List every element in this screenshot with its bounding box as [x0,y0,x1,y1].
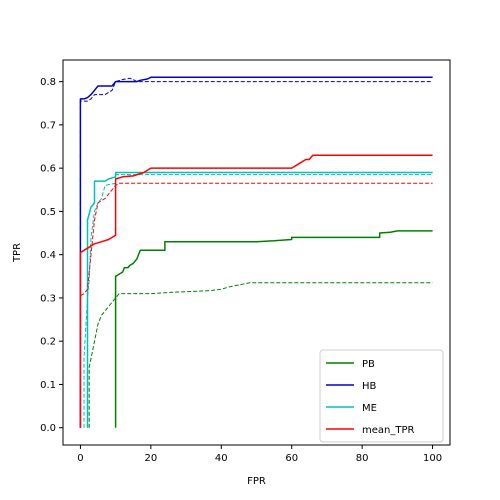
series-line-hb-dashed [79,77,433,428]
y-tick-label: 0.6 [40,164,56,175]
x-tick-label: 100 [423,453,442,464]
y-tick-label: 0.5 [40,207,56,218]
y-tick-label: 0.4 [40,250,56,261]
y-tick-label: 0.1 [40,380,56,391]
legend-box [319,349,444,443]
legend-entry-label: ME [362,403,377,414]
x-tick-label: 60 [285,453,298,464]
legend: PB HB ME mean_TPR [319,349,444,443]
x-tick-label: 80 [356,453,369,464]
legend-entry-label: HB [362,381,377,392]
x-tick-label: 0 [77,453,83,464]
y-tick-label: 0.7 [40,120,56,131]
legend-entry-label: mean_TPR [362,425,414,436]
series-line-mean-tpr-solid [79,154,433,428]
x-axis-ticks: 0 20 40 60 80 100 [77,445,442,464]
y-tick-label: 0.3 [40,293,56,304]
y-axis-ticks: 0.0 0.1 0.2 0.3 0.4 0.5 0.6 0.7 0.8 [40,77,63,434]
x-axis-label: FPR [247,476,266,487]
y-tick-label: 0.2 [40,337,56,348]
y-axis-label: TPR [12,243,23,263]
series-line-pb-solid [114,230,433,428]
y-tick-label: 0.0 [40,423,56,434]
plot-frame [62,59,451,446]
x-tick-label: 20 [144,453,157,464]
series-line-mean-tpr-dashed [79,182,433,428]
legend-entry-label: PB [362,359,375,370]
y-tick-label: 0.8 [40,77,56,88]
plot-lines [79,76,433,428]
series-line-hb-solid [79,76,433,428]
x-tick-label: 40 [215,453,228,464]
series-line-pb-dashed [88,282,433,428]
